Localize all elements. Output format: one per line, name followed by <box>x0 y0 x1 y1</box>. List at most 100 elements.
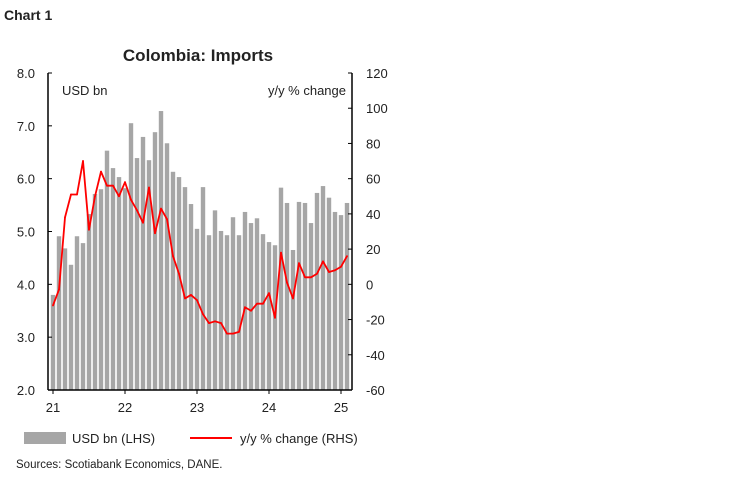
line-point <box>64 216 66 219</box>
left-tick-label: 4.0 <box>17 277 35 292</box>
right-tick-label: -20 <box>366 313 385 328</box>
x-tick-label: 21 <box>46 400 60 415</box>
line-point <box>250 309 252 312</box>
line-point <box>238 330 240 333</box>
bar <box>326 197 332 390</box>
bar <box>68 264 74 390</box>
line-point <box>94 195 96 198</box>
line-point <box>214 320 216 323</box>
line-point <box>136 209 138 212</box>
line-point <box>334 269 336 272</box>
bar <box>56 236 62 390</box>
bar <box>284 202 290 390</box>
bar <box>122 188 128 390</box>
bar <box>50 294 56 390</box>
line-point <box>172 255 174 258</box>
bar <box>86 214 92 390</box>
bar <box>74 236 80 390</box>
line-point <box>190 294 192 296</box>
line-point <box>274 316 276 319</box>
line-point <box>286 281 288 284</box>
line-point <box>82 160 84 162</box>
bar <box>302 202 308 390</box>
line-point <box>76 193 78 196</box>
bar <box>320 186 326 390</box>
line-point <box>142 221 144 224</box>
right-tick-label: 20 <box>366 242 380 257</box>
bar <box>152 132 158 390</box>
bar <box>140 136 146 390</box>
right-axis-label: y/y % change <box>268 83 346 98</box>
bar <box>176 177 182 390</box>
line-point <box>202 313 204 316</box>
bar <box>230 217 236 390</box>
line-point <box>196 299 198 302</box>
left-axis-label: USD bn <box>62 83 108 98</box>
bar <box>212 210 218 390</box>
line-series <box>52 160 348 335</box>
bar <box>218 230 224 390</box>
line-point <box>124 181 126 184</box>
line-point <box>298 262 300 265</box>
bar <box>266 242 272 390</box>
bar <box>278 187 284 390</box>
bar <box>134 158 140 390</box>
right-tick-label: 120 <box>366 66 388 81</box>
sources-note: Sources: Scotiabank Economics, DANE. <box>16 459 222 471</box>
line-point <box>322 260 324 263</box>
left-tick-label: 8.0 <box>17 66 35 81</box>
line-point <box>130 198 132 201</box>
line-point <box>226 332 228 335</box>
bar <box>332 211 338 390</box>
bar <box>296 201 302 390</box>
bar <box>170 171 176 390</box>
bar <box>158 111 164 390</box>
left-tick-label: 3.0 <box>17 330 35 345</box>
line-point <box>160 207 162 210</box>
line-point <box>178 272 180 275</box>
bar <box>182 187 188 390</box>
bar <box>128 123 134 391</box>
x-tick-label: 25 <box>334 400 348 415</box>
right-tick-label: 40 <box>366 207 380 222</box>
line-point <box>166 218 168 221</box>
right-tick-label: 80 <box>366 136 380 151</box>
line-point <box>52 304 54 307</box>
bar <box>146 160 152 390</box>
line-point <box>268 292 270 295</box>
line-point <box>244 306 246 309</box>
line-point <box>328 271 330 273</box>
left-tick-label: 6.0 <box>17 172 35 187</box>
chart-title: Colombia: Imports <box>123 46 273 65</box>
right-tick-label: 0 <box>366 277 373 292</box>
right-tick-label: 100 <box>366 101 388 116</box>
line-point <box>112 184 114 187</box>
left-tick-label: 2.0 <box>17 383 35 398</box>
line-point <box>88 228 90 231</box>
legend-swatch-bars <box>24 432 66 444</box>
line-point <box>148 186 150 189</box>
bar <box>62 248 68 390</box>
bar <box>290 249 296 390</box>
line-point <box>346 255 348 258</box>
line-point <box>208 322 210 324</box>
line-point <box>304 276 306 279</box>
line-point <box>220 322 222 324</box>
left-tick-label: 7.0 <box>17 119 35 134</box>
line-point <box>232 332 234 335</box>
bar <box>200 187 206 390</box>
bar <box>98 189 104 390</box>
x-tick-label: 23 <box>190 400 204 415</box>
bar <box>92 193 98 390</box>
bar <box>164 143 170 390</box>
line-point <box>340 265 342 268</box>
line-point <box>118 195 120 198</box>
bar <box>248 223 254 390</box>
bar <box>338 215 344 390</box>
line-point <box>106 184 108 187</box>
legend-label-line: y/y % change (RHS) <box>240 431 358 446</box>
bar <box>188 204 194 390</box>
bar <box>116 177 122 390</box>
bar <box>224 235 230 390</box>
chart-label: Chart 1 <box>4 7 52 23</box>
